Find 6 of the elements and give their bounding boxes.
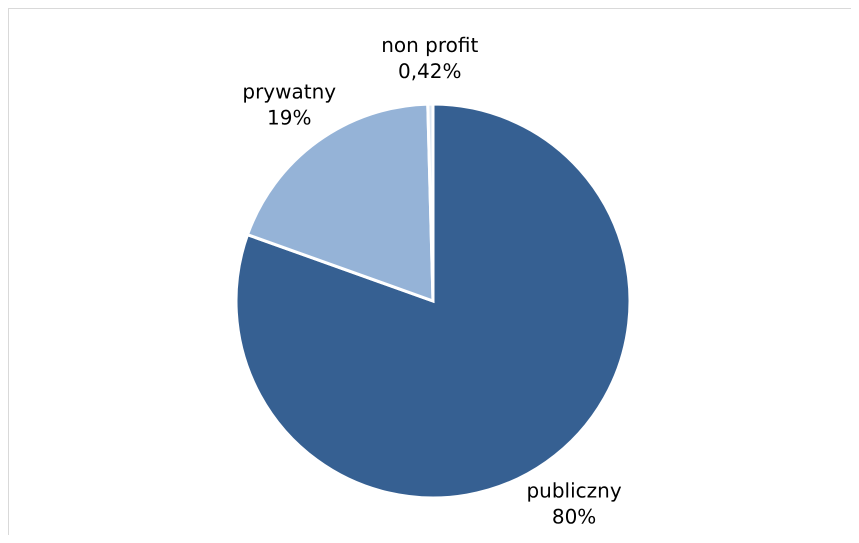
- data-label: 19%: [267, 106, 312, 130]
- slice-label: non profit: [381, 33, 478, 58]
- data-label: 0,42%: [398, 59, 462, 84]
- slice-label: publiczny: [526, 478, 622, 502]
- data-label: 80%: [552, 504, 596, 528]
- slice-label: prywatny: [242, 80, 336, 104]
